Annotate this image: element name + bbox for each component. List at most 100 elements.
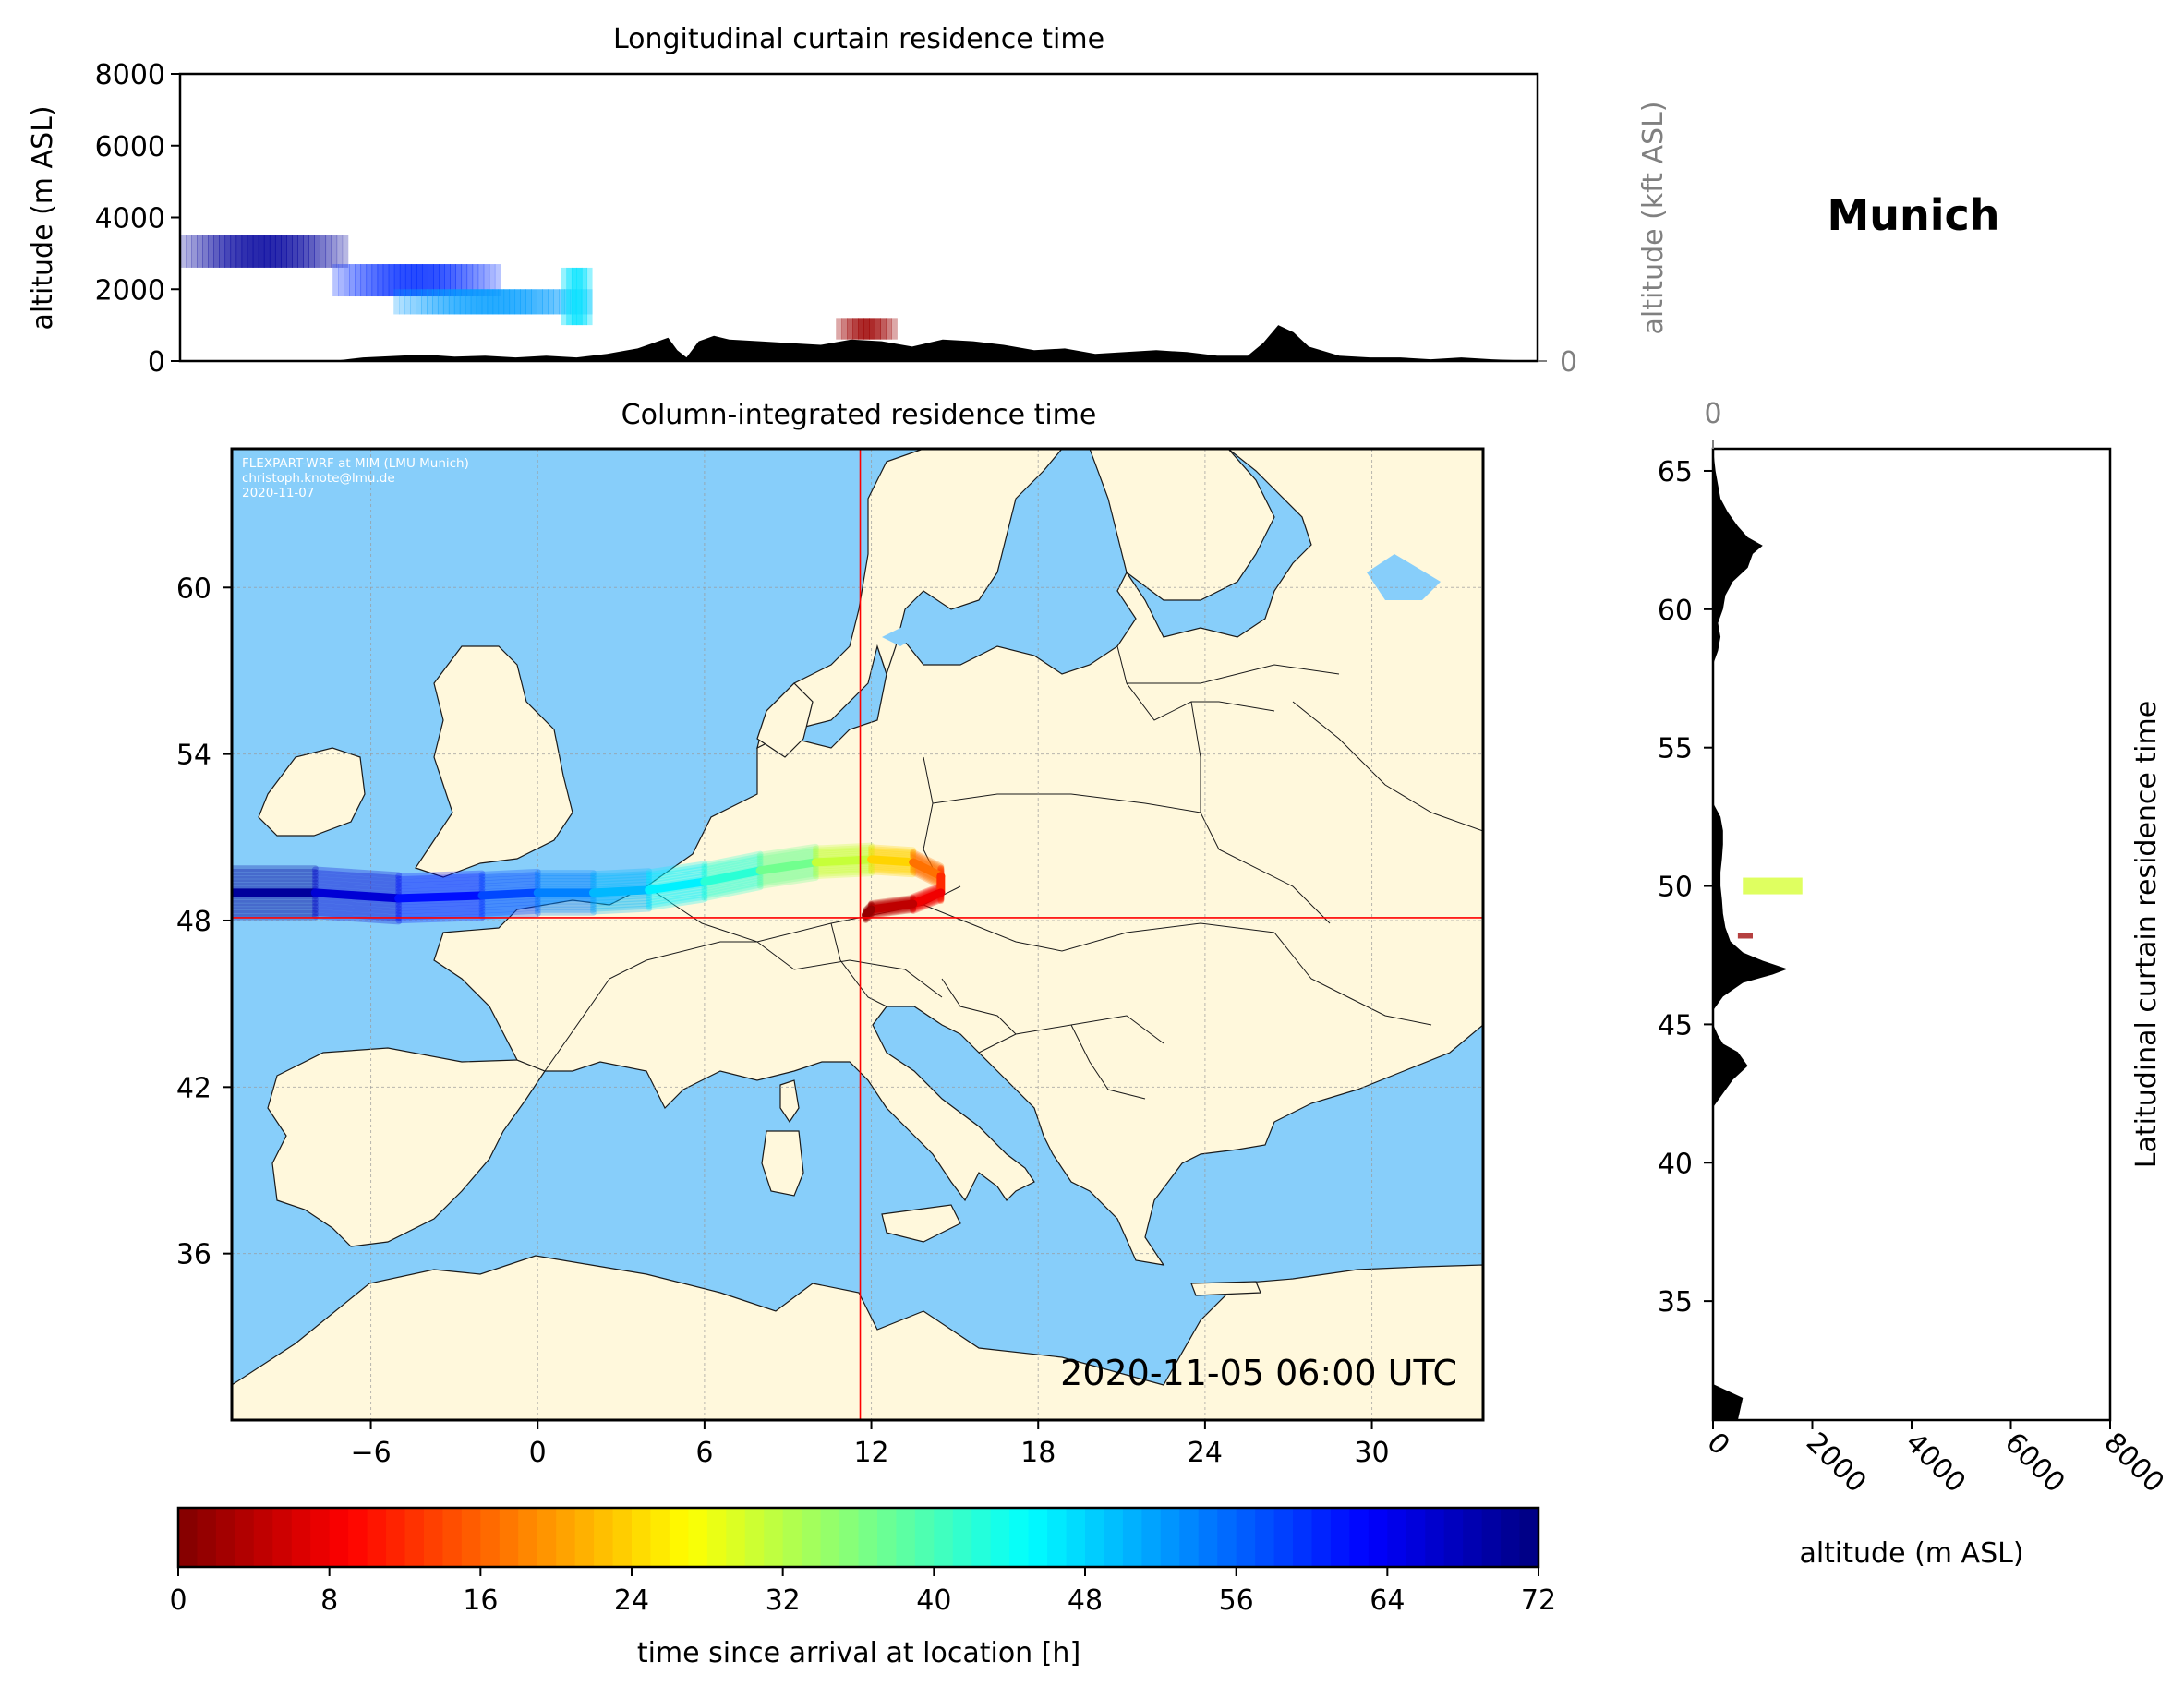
colorbar-tick-label: 40: [916, 1584, 951, 1617]
colorbar-bin: [876, 1508, 898, 1567]
top-plume-segment: [388, 264, 395, 297]
trajectory-segment: [589, 899, 653, 909]
trajectory-segment: [910, 853, 945, 874]
top-plume-segment: [561, 267, 568, 326]
trajectory-core-segment: [645, 877, 709, 895]
trajectory-segment: [395, 883, 486, 893]
top-plume-segment: [537, 289, 543, 315]
corsica: [779, 1079, 800, 1124]
top-plume-segment: [366, 264, 373, 297]
colorbar-bin: [518, 1508, 538, 1567]
trajectory-segment: [701, 855, 764, 873]
iberia: [267, 1047, 546, 1247]
colorbar-bin: [197, 1508, 217, 1567]
trajectory-segment: [589, 868, 653, 878]
trajectory-segment: [701, 860, 764, 878]
trajectory-segment: [812, 848, 875, 858]
trajectory-segment: [910, 885, 945, 903]
map-x-tick-label: 30: [1354, 1437, 1389, 1469]
trajectory-segment: [701, 873, 764, 892]
top-plume-segment: [514, 289, 522, 315]
trajectory-segment: [756, 854, 819, 870]
top-plume-segment: [455, 264, 463, 297]
top-plume-segment: [393, 264, 401, 297]
trajectory-segment: [395, 904, 486, 914]
right-panel-frame: [1711, 447, 2112, 1422]
colorbar-bin: [764, 1508, 784, 1567]
trajectory-core-segment: [477, 888, 542, 900]
trajectory-segment: [311, 899, 403, 912]
top-plume-segment: [404, 264, 412, 297]
colorbar-ticks: 0 8 16 24 32 40 48 56 64 72: [169, 1567, 1556, 1617]
right-y-tick-label: 60: [1658, 595, 1693, 627]
trajectory-segment: [311, 870, 403, 883]
top-plume-segment: [416, 289, 422, 315]
colorbar-bin: [1047, 1508, 1068, 1567]
map-x-tick-label: 0: [529, 1437, 547, 1469]
map-y-tick-label: 54: [176, 740, 211, 772]
trajectory-segment: [701, 862, 764, 881]
trajectory-segment: [478, 898, 541, 909]
trajectory-segment: [478, 895, 541, 905]
top-plume-segment: [202, 235, 209, 268]
trajectory-segment: [478, 872, 541, 882]
top-plume-segment: [437, 289, 444, 315]
top-plume-segment: [404, 289, 411, 315]
trajectory-segment: [478, 874, 541, 885]
trajectory-segment: [589, 878, 653, 888]
top-plume-segment: [263, 235, 271, 268]
top-plume-segment: [494, 264, 501, 297]
trajectory-segment: [868, 844, 917, 854]
colorbar-bin: [688, 1508, 708, 1567]
trajectory-segment: [646, 861, 708, 876]
top-plume-segment: [208, 235, 214, 268]
trajectory-segment: [646, 888, 708, 904]
top-plume-segment: [444, 264, 451, 297]
colorbar-bin: [706, 1508, 728, 1567]
top-plume-segment: [586, 267, 593, 326]
colorbar-bin: [632, 1508, 652, 1567]
top-plume-segment: [581, 267, 588, 326]
top-plume-segment: [566, 267, 573, 326]
trajectory-segment: [756, 849, 819, 865]
colorbar-bin: [537, 1508, 557, 1567]
top-plume-segment: [461, 264, 468, 297]
right-y-tick-label: 50: [1658, 872, 1693, 904]
denmark: [756, 682, 814, 758]
release-site-crosshair: [232, 449, 1483, 1420]
map-x-tick-label: 18: [1020, 1437, 1056, 1469]
colorbar-tick-label: 48: [1068, 1584, 1103, 1617]
colorbar-bin: [556, 1508, 576, 1567]
colorbar-bin: [726, 1508, 746, 1567]
trajectory-segment: [589, 895, 653, 905]
colorbar-bin: [423, 1508, 444, 1567]
top-plume-segment: [252, 235, 259, 268]
top-plume-segment: [393, 289, 400, 315]
trajectory-segment: [756, 867, 819, 883]
colorbar-bin: [386, 1508, 406, 1567]
top-plume-segment: [576, 267, 583, 326]
colorbar-bin: [1368, 1508, 1389, 1567]
top-plume-segment: [487, 289, 494, 315]
colorbar-bin: [1160, 1508, 1181, 1567]
trajectory-segment: [395, 873, 486, 884]
trajectory-segment: [646, 890, 708, 906]
colorbar-bin: [669, 1508, 690, 1567]
trajectory-segment: [868, 866, 917, 876]
top-plume-segment: [489, 264, 496, 297]
trajectory-segment: [311, 873, 403, 885]
trajectory-segment: [756, 848, 819, 863]
colorbar-bin: [1273, 1508, 1294, 1567]
top-ylabel-right: altitude (kft ASL): [1637, 101, 1670, 334]
colorbar-bin: [1179, 1508, 1200, 1567]
colorbar-bin: [744, 1508, 766, 1567]
top-plume-segment: [219, 235, 226, 268]
colorbar-bin: [952, 1508, 973, 1567]
trajectory-segment: [812, 861, 875, 872]
colorbar-tick-label: 64: [1370, 1584, 1405, 1617]
top-plume-segment: [274, 235, 282, 268]
trajectory-segment: [812, 846, 875, 856]
map-gridlines: [232, 449, 1483, 1420]
